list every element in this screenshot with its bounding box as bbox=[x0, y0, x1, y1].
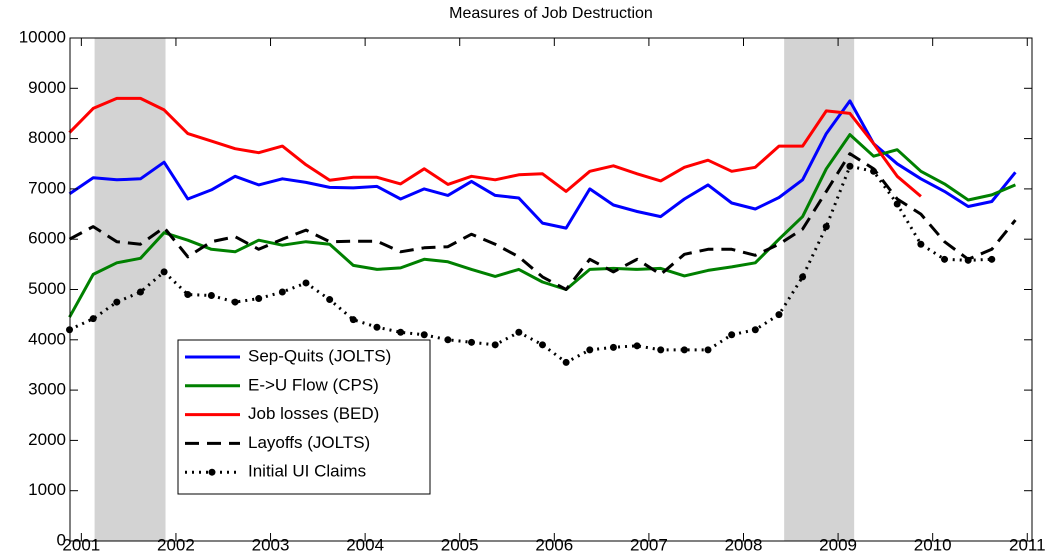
series-marker bbox=[207, 292, 215, 300]
series-marker bbox=[397, 328, 405, 336]
series-line bbox=[68, 96, 922, 198]
series-marker bbox=[893, 200, 901, 208]
series-marker bbox=[988, 255, 996, 263]
series-marker bbox=[184, 291, 192, 299]
series-marker bbox=[278, 288, 286, 296]
series-marker bbox=[846, 162, 854, 170]
series-marker bbox=[586, 346, 594, 354]
series-marker bbox=[657, 346, 665, 354]
y-tick-label: 5000 bbox=[28, 279, 66, 298]
x-tick-label: 2007 bbox=[630, 535, 668, 554]
series-marker bbox=[231, 298, 239, 306]
series-marker bbox=[751, 326, 759, 334]
series-marker bbox=[420, 331, 428, 339]
y-tick-label: 3000 bbox=[28, 380, 66, 399]
y-tick-label: 8000 bbox=[28, 128, 66, 147]
x-tick-label: 2001 bbox=[62, 535, 100, 554]
series-marker bbox=[113, 298, 121, 306]
legend-label: Layoffs (JOLTS) bbox=[248, 433, 370, 452]
series-marker bbox=[515, 328, 523, 336]
series-marker bbox=[89, 315, 97, 323]
series-marker bbox=[255, 295, 263, 303]
y-tick-label: 7000 bbox=[28, 178, 66, 197]
y-tick-label: 9000 bbox=[28, 78, 66, 97]
legend-marker bbox=[208, 468, 216, 476]
x-tick-label: 2004 bbox=[346, 535, 384, 554]
series-marker bbox=[562, 358, 570, 366]
y-tick-label: 1000 bbox=[28, 480, 66, 499]
series-marker bbox=[728, 331, 736, 339]
series-marker bbox=[917, 240, 925, 248]
series-marker bbox=[941, 255, 949, 263]
series-marker bbox=[964, 256, 972, 264]
series-marker bbox=[349, 316, 357, 324]
series-marker bbox=[799, 273, 807, 281]
x-tick-label: 2008 bbox=[725, 535, 763, 554]
series-marker bbox=[373, 323, 381, 331]
recession-band bbox=[94, 38, 166, 541]
series-marker bbox=[609, 343, 617, 351]
series-marker bbox=[444, 336, 452, 344]
series-marker bbox=[538, 341, 546, 349]
legend-label: Initial UI Claims bbox=[248, 462, 366, 481]
y-tick-label: 0 bbox=[57, 530, 66, 549]
legend-label: E->U Flow (CPS) bbox=[248, 375, 379, 394]
x-tick-label: 2011 bbox=[1009, 535, 1046, 554]
legend-box bbox=[177, 339, 431, 495]
x-tick-label: 2006 bbox=[535, 535, 573, 554]
x-tick-label: 2009 bbox=[819, 535, 857, 554]
y-tick-label: 6000 bbox=[28, 229, 66, 248]
series-marker bbox=[491, 341, 499, 349]
x-tick-label: 2003 bbox=[252, 535, 290, 554]
y-tick-label: 2000 bbox=[28, 430, 66, 449]
y-tick-label: 10000 bbox=[19, 27, 66, 46]
legend-label: Job losses (BED) bbox=[248, 404, 379, 423]
series-line bbox=[68, 99, 1017, 230]
series-marker bbox=[775, 311, 783, 319]
series-marker bbox=[870, 167, 878, 175]
legend-label: Sep-Quits (JOLTS) bbox=[248, 346, 391, 365]
series-marker bbox=[633, 342, 641, 350]
y-tick-label: 4000 bbox=[28, 329, 66, 348]
series-marker bbox=[680, 346, 688, 354]
x-tick-label: 2002 bbox=[157, 535, 195, 554]
series-line bbox=[68, 133, 1016, 318]
series-marker bbox=[704, 346, 712, 354]
series-marker bbox=[136, 288, 144, 296]
series-marker bbox=[468, 338, 476, 346]
x-tick-label: 2005 bbox=[441, 535, 479, 554]
series-line bbox=[68, 152, 1017, 291]
x-tick-label: 2010 bbox=[914, 535, 952, 554]
chart-title: Measures of Job Destruction bbox=[449, 5, 653, 22]
series-marker bbox=[326, 296, 334, 304]
series-marker bbox=[302, 279, 310, 287]
series-marker bbox=[822, 223, 830, 231]
series-marker bbox=[160, 268, 168, 276]
